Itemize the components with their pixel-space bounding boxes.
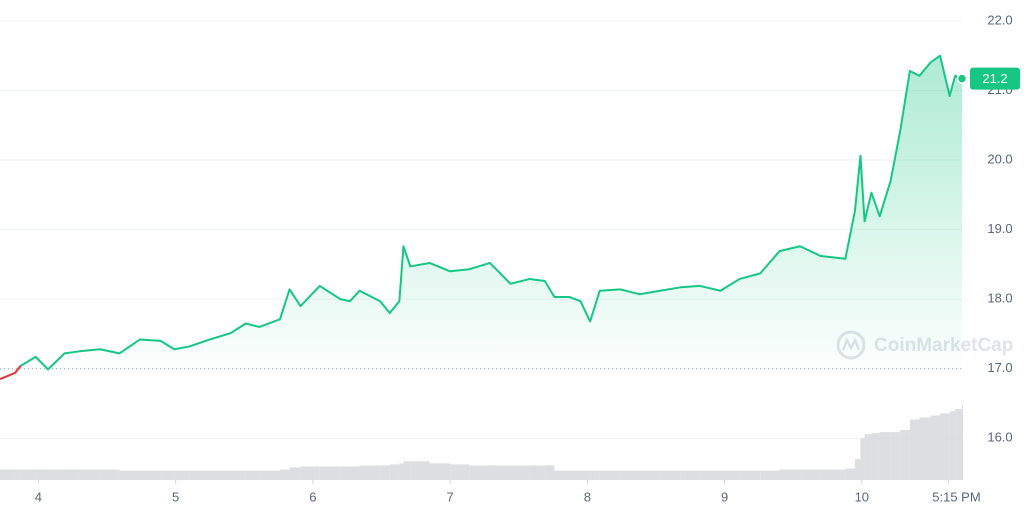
y-tick-label: 20.0 [987, 151, 1012, 166]
price-line [0, 54, 963, 381]
x-tick-label: 9 [721, 489, 728, 504]
volume-bar [359, 465, 381, 480]
last-point [956, 73, 968, 84]
y-tick-label: 16.0 [987, 430, 1012, 445]
x-tick-label: 10 [855, 489, 869, 504]
volume-bar [845, 468, 855, 480]
volume-bar [349, 466, 360, 480]
volume-bar [160, 470, 175, 480]
volume-bar [300, 466, 320, 480]
x-tick-label: 6 [309, 489, 316, 504]
volume-bar [569, 470, 581, 480]
y-tick-label: 19.0 [987, 221, 1012, 236]
volume-bar [580, 470, 591, 480]
y-tick-label: 17.0 [987, 360, 1012, 375]
volume-bar [620, 470, 640, 480]
volume-bar [389, 464, 400, 480]
volume-bar [779, 469, 801, 480]
current-price-label: 21.2 [982, 71, 1007, 86]
volume-bar [245, 470, 260, 480]
y-tick-label: 18.0 [987, 291, 1012, 306]
volume-bar [871, 433, 880, 480]
volume-bar [174, 470, 190, 480]
volume-bar [879, 432, 891, 480]
volume-bar [909, 419, 920, 480]
volume-bar [230, 470, 246, 480]
x-tick-label: 7 [447, 489, 454, 504]
volume-bar [660, 470, 681, 480]
volume-bar [64, 469, 80, 480]
volume-bar [289, 467, 301, 480]
volume-bar [279, 469, 290, 480]
volume-bar [590, 470, 600, 480]
volume-bar [399, 463, 404, 480]
volume-bar [680, 470, 700, 480]
volume-bar [340, 466, 350, 480]
volume-bar [554, 470, 570, 480]
volume-bar [119, 470, 140, 480]
volume-bar [469, 465, 490, 480]
volume-bar [35, 469, 49, 480]
volume-bar [940, 413, 950, 480]
volume-bar [860, 438, 865, 480]
x-tick-label: 8 [584, 489, 591, 504]
area-fill [0, 55, 962, 380]
x-tick-label: 5:15 PM [932, 489, 980, 504]
volume-bar [510, 465, 530, 480]
volume-bar [949, 411, 956, 480]
volume-bar [962, 405, 963, 480]
volume-bar [15, 469, 21, 480]
volume-bar [139, 470, 161, 480]
volume-bar [529, 465, 545, 480]
volume-bar [259, 470, 280, 480]
volume-bar [403, 461, 411, 480]
current-price-box [970, 67, 1020, 90]
volume-bar [800, 469, 821, 480]
volume-bar [720, 470, 740, 480]
volume-bar [864, 434, 872, 480]
volume-bar [544, 465, 555, 480]
volume-bar [79, 469, 101, 480]
volume-bar [319, 466, 341, 480]
volume-bar [380, 465, 390, 480]
volume-bar [900, 430, 910, 480]
volume-bar [20, 469, 36, 480]
volume-bar [760, 470, 780, 480]
volume-bar [429, 463, 451, 480]
price-line-down [0, 365, 22, 381]
volume-bar [599, 470, 621, 480]
volume-bar [955, 409, 962, 480]
volume-bar [820, 469, 846, 480]
volume-bar [410, 461, 430, 480]
volume-bar [919, 417, 931, 480]
x-tick-label: 5 [172, 489, 179, 504]
volume-bar [0, 469, 16, 480]
volume-bar [100, 469, 120, 480]
volume-bar [639, 470, 661, 480]
volume-bar [189, 470, 210, 480]
volume-bar [930, 415, 941, 480]
y-tick-label: 22.0 [987, 12, 1012, 27]
volume-bar [489, 465, 511, 480]
volume-bar [739, 470, 761, 480]
x-tick-label: 4 [35, 489, 42, 504]
volume-bar [890, 432, 901, 480]
volume-bar [209, 470, 231, 480]
volume-bar [450, 464, 470, 480]
volume-bar [48, 469, 65, 480]
volume-bar [854, 459, 861, 480]
volume-bar [699, 470, 721, 480]
